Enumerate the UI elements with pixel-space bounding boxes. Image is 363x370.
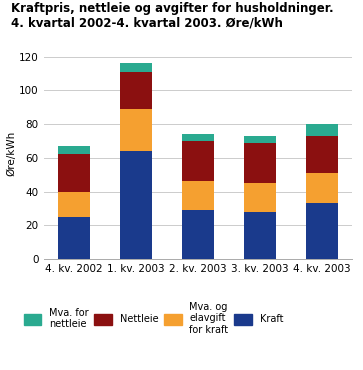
Bar (306, 173, 338, 204)
Text: Kraftpris, nettleie og avgifter for husholdninger.: Kraftpris, nettleie og avgifter for hush… (11, 2, 334, 15)
Bar (120, 109, 152, 151)
Bar (58, 192, 90, 217)
Bar (306, 136, 338, 173)
Bar (182, 134, 214, 141)
Bar (58, 146, 90, 154)
Bar (244, 212, 276, 259)
Bar (120, 72, 152, 109)
Bar (120, 63, 152, 72)
Y-axis label: Øre/kWh: Øre/kWh (6, 131, 16, 176)
Bar (306, 204, 338, 259)
Bar (182, 210, 214, 259)
Bar (306, 124, 338, 136)
Text: 4. kvartal 2002-4. kvartal 2003. Øre/kWh: 4. kvartal 2002-4. kvartal 2003. Øre/kWh (11, 17, 283, 30)
Legend: Mva. for
nettleie, Nettleie, Mva. og
elavgift
for kraft, Kraft: Mva. for nettleie, Nettleie, Mva. og ela… (24, 302, 283, 335)
Bar (182, 141, 214, 181)
Bar (244, 183, 276, 212)
Bar (58, 154, 90, 192)
Bar (182, 181, 214, 210)
Bar (244, 136, 276, 142)
Bar (120, 151, 152, 259)
Bar (58, 217, 90, 259)
Bar (244, 142, 276, 183)
